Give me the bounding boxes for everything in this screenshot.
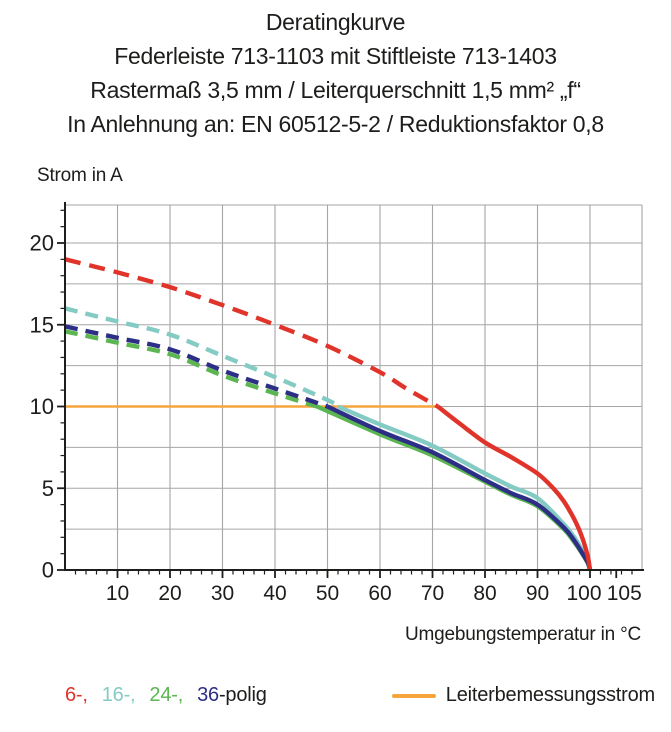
legend-item-24-pole: 24-, bbox=[149, 684, 184, 706]
svg-text:10: 10 bbox=[30, 394, 54, 419]
svg-text:20: 20 bbox=[158, 582, 181, 605]
legend-item-16-pole: 16-, bbox=[101, 684, 136, 706]
svg-text:70: 70 bbox=[421, 582, 444, 605]
chart-subtitle-spec: Rastermaß 3,5 mm / Leiterquerschnitt 1,5… bbox=[90, 77, 581, 103]
svg-text:50: 50 bbox=[316, 582, 339, 605]
svg-text:0: 0 bbox=[42, 558, 54, 583]
legend-item-6-pole: 6-, bbox=[65, 684, 88, 706]
legend-rated-current: Leiterbemessungsstrom bbox=[391, 684, 655, 707]
rated-current-line-swatch bbox=[391, 693, 436, 698]
y-axis-title: Strom in A bbox=[37, 165, 123, 186]
chart-title: Deratingkurve bbox=[265, 9, 406, 35]
svg-text:5: 5 bbox=[42, 476, 54, 501]
svg-text:105: 105 bbox=[607, 582, 642, 605]
chart-subtitle-product: Federleiste 713-1103 mit Stiftleiste 713… bbox=[114, 43, 557, 69]
rated-current-label: Leiterbemessungsstrom bbox=[445, 684, 655, 706]
svg-text:90: 90 bbox=[526, 582, 549, 605]
legend-polig-suffix: -polig bbox=[218, 684, 267, 706]
svg-text:15: 15 bbox=[30, 312, 54, 337]
legend-pole-counts: 6-, 16-, 24-, 36-polig bbox=[65, 684, 267, 707]
svg-text:20: 20 bbox=[30, 231, 54, 256]
svg-text:80: 80 bbox=[473, 582, 496, 605]
chart-legend: 6-, 16-, 24-, 36-polig Leiterbemessungss… bbox=[65, 684, 655, 707]
legend-36-number: 36 bbox=[197, 684, 219, 706]
chart-title-block: Deratingkurve Federleiste 713-1103 mit S… bbox=[0, 5, 671, 141]
svg-text:40: 40 bbox=[263, 582, 286, 605]
chart-subtitle-standard: In Anlehnung an: EN 60512-5-2 / Reduktio… bbox=[67, 111, 604, 137]
svg-text:100: 100 bbox=[566, 582, 601, 605]
svg-text:30: 30 bbox=[211, 582, 234, 605]
svg-text:10: 10 bbox=[106, 582, 129, 605]
legend-item-36-pole: 36-polig bbox=[197, 684, 267, 707]
svg-text:60: 60 bbox=[368, 582, 391, 605]
x-axis-title: Umgebungstemperatur in °C bbox=[405, 624, 641, 645]
